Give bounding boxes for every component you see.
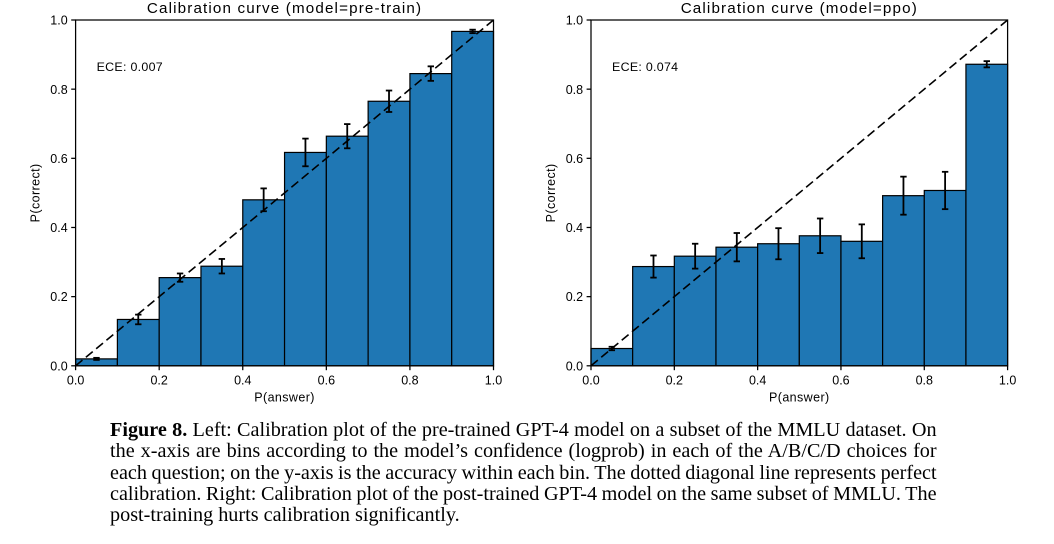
svg-text:0.2: 0.2: [150, 373, 167, 387]
svg-text:0.6: 0.6: [832, 373, 849, 387]
svg-text:0.2: 0.2: [666, 373, 683, 387]
svg-text:0.2: 0.2: [566, 290, 583, 304]
svg-text:0.4: 0.4: [566, 221, 583, 235]
svg-text:1.0: 1.0: [485, 373, 502, 387]
svg-text:1.0: 1.0: [999, 373, 1016, 387]
svg-text:P(answer): P(answer): [769, 391, 830, 405]
svg-text:ECE: 0.074: ECE: 0.074: [612, 60, 678, 74]
svg-text:Calibration curve (model=pre-t: Calibration curve (model=pre-train): [147, 0, 422, 17]
svg-text:Calibration curve (model=ppo): Calibration curve (model=ppo): [681, 0, 918, 17]
svg-text:0.8: 0.8: [566, 83, 583, 97]
svg-text:P(correct): P(correct): [544, 163, 558, 222]
svg-text:0.8: 0.8: [50, 83, 67, 97]
svg-text:0.0: 0.0: [582, 373, 599, 387]
svg-text:0.8: 0.8: [916, 373, 933, 387]
svg-text:1.0: 1.0: [50, 14, 67, 28]
svg-text:0.6: 0.6: [50, 152, 67, 166]
svg-text:0.0: 0.0: [50, 359, 67, 373]
svg-text:0.4: 0.4: [234, 373, 251, 387]
svg-text:0.6: 0.6: [318, 373, 335, 387]
svg-text:0.0: 0.0: [67, 373, 84, 387]
svg-text:0.8: 0.8: [401, 373, 418, 387]
svg-text:P(correct): P(correct): [29, 163, 43, 222]
svg-text:ECE: 0.007: ECE: 0.007: [97, 60, 163, 74]
svg-text:1.0: 1.0: [566, 14, 583, 28]
svg-text:0.6: 0.6: [566, 152, 583, 166]
svg-text:0.0: 0.0: [566, 359, 583, 373]
svg-text:0.4: 0.4: [749, 373, 766, 387]
svg-text:0.4: 0.4: [50, 221, 67, 235]
svg-text:0.2: 0.2: [50, 290, 67, 304]
svg-text:P(answer): P(answer): [254, 391, 315, 405]
